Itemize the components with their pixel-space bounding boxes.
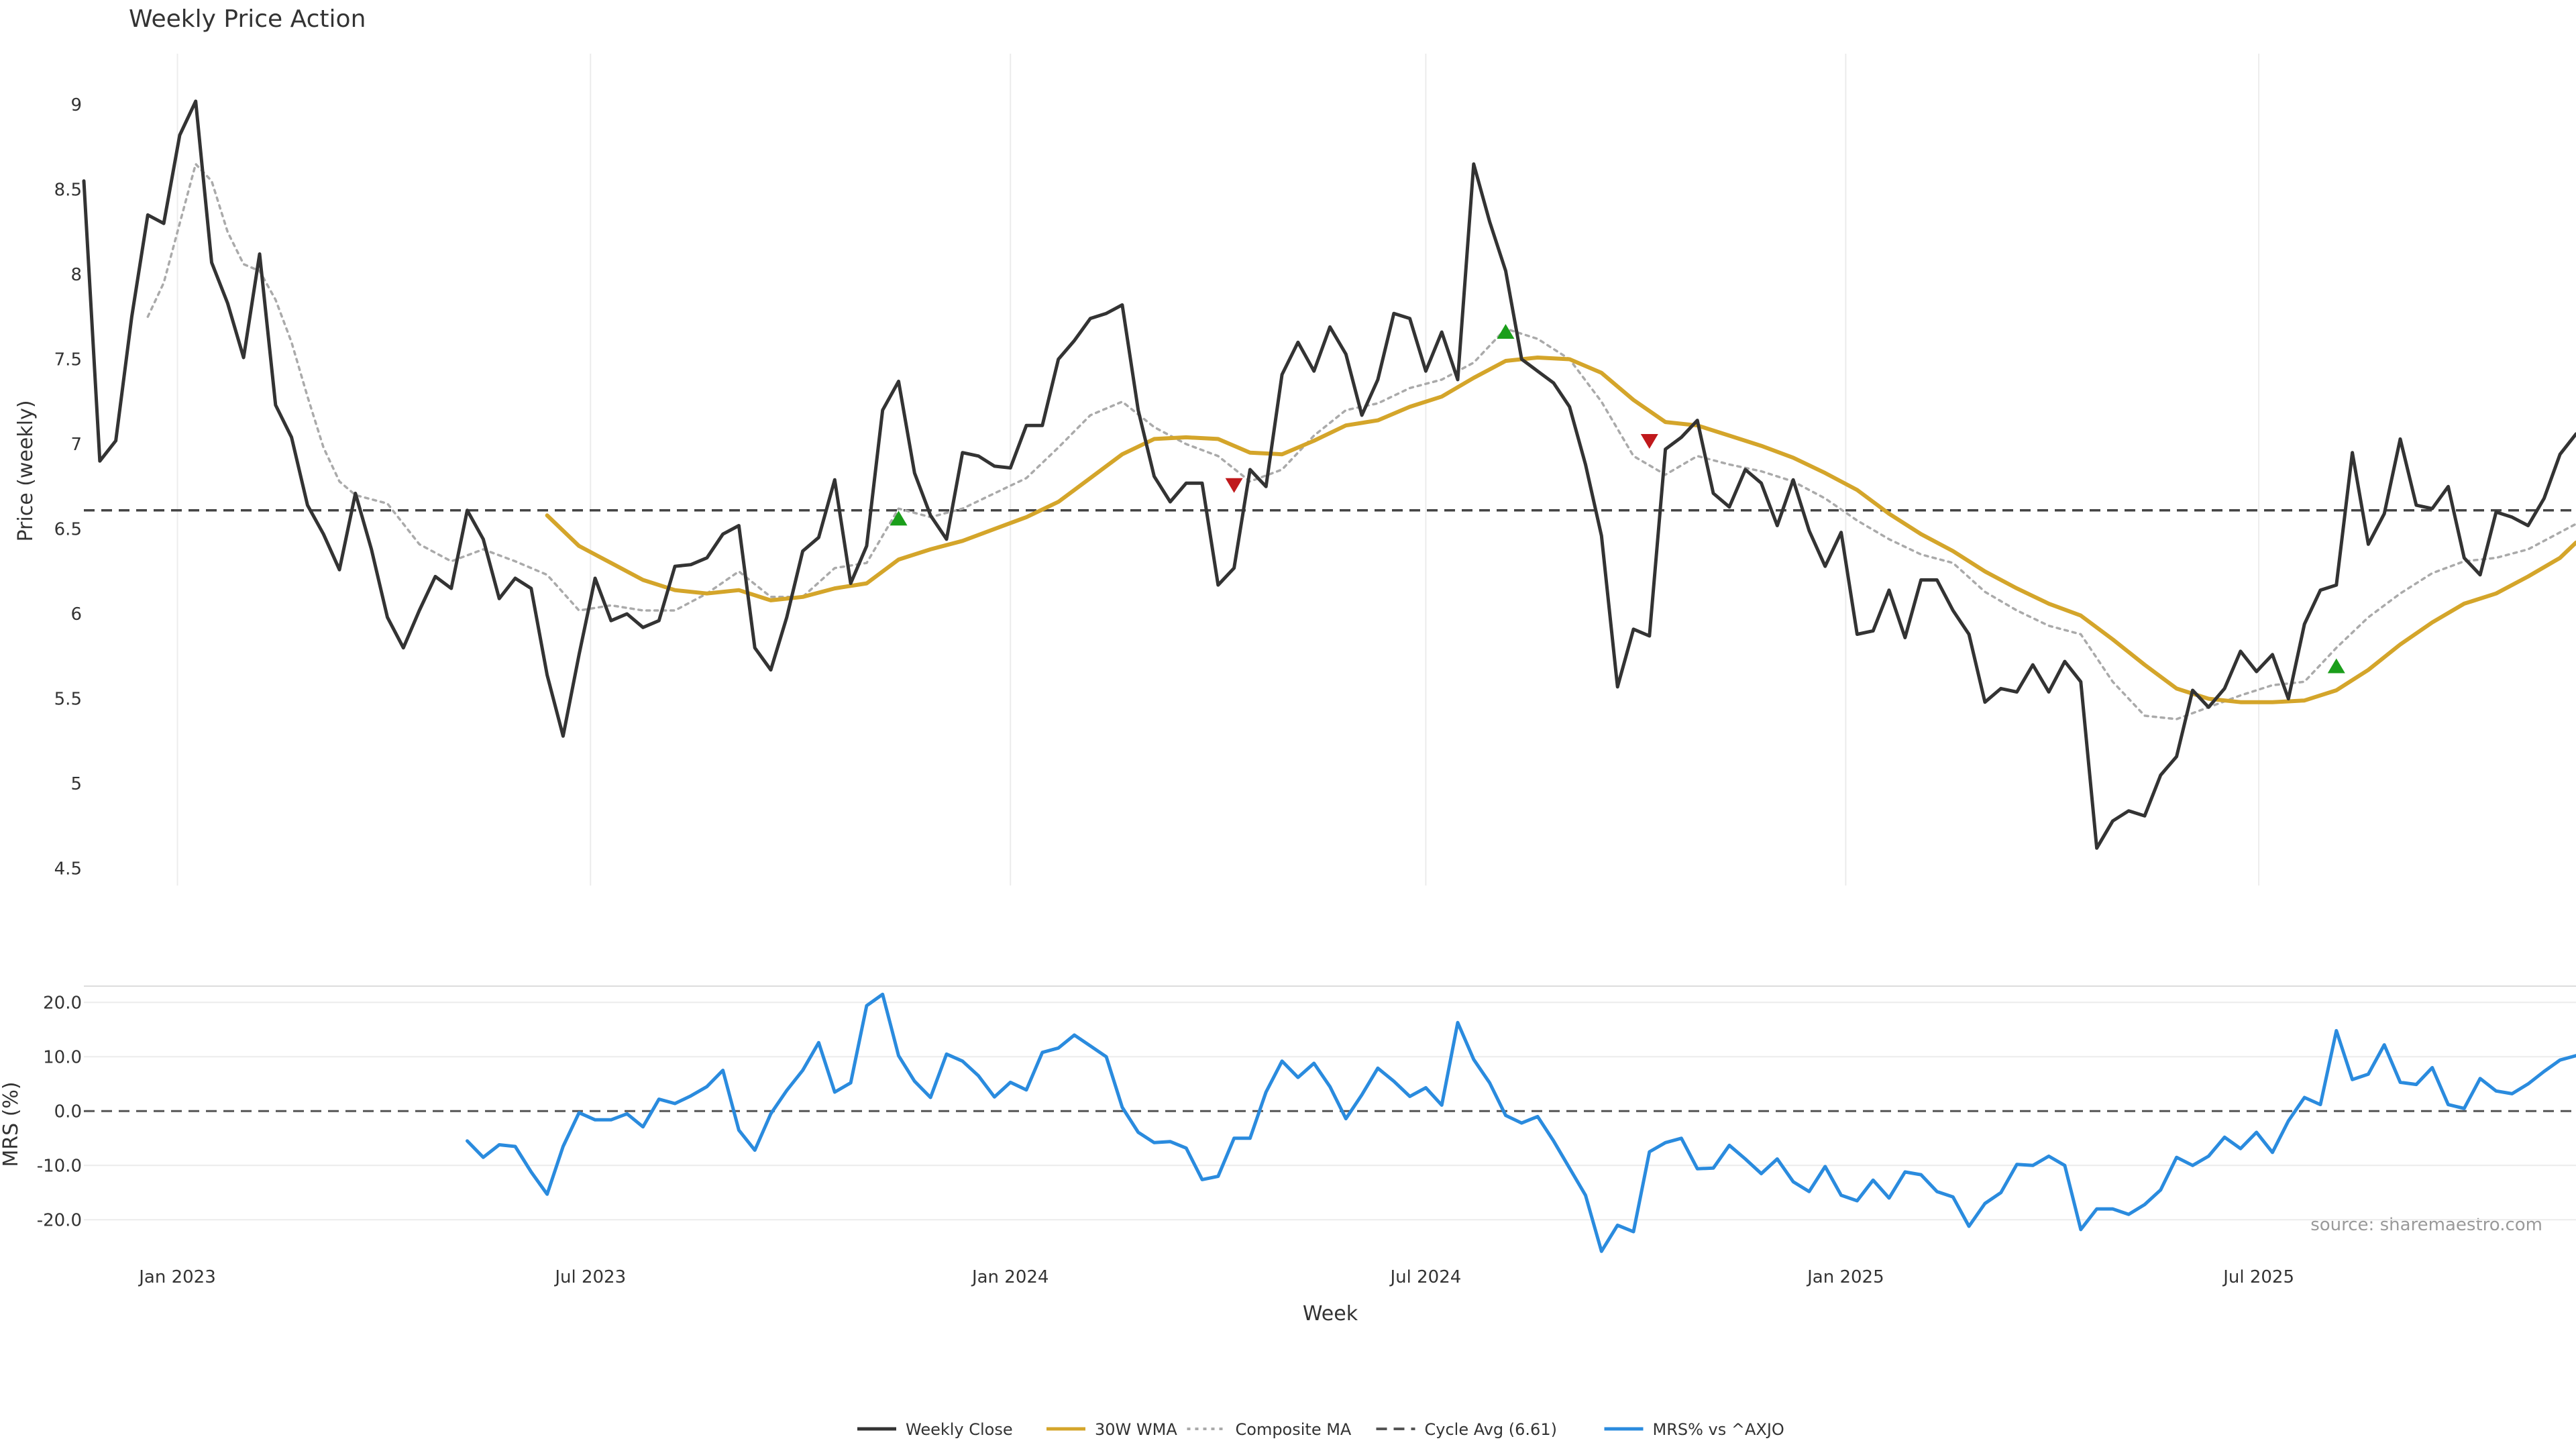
mrs-y-tick-label: -10.0 [37,1156,82,1176]
price-axis-title: Price (weekly) [14,400,38,541]
x-tick-label: Jan 2024 [971,1267,1049,1287]
chart-title: Weekly Price Action [129,5,366,33]
mrs-y-tick-label: 0.0 [54,1102,82,1122]
buy-signal-marker [890,511,908,526]
legend-item-composite-ma: Composite MA [1187,1420,1352,1439]
price-y-tick-label: 9 [70,95,82,115]
mrs-y-tick-label: 10.0 [43,1047,82,1067]
legend-label: 30W WMA [1095,1420,1177,1439]
price-y-tick-label: 8 [70,265,82,285]
series-30w-wma [545,356,2576,704]
legend-item-30w-wma: 30W WMA [1046,1420,1177,1439]
price-panel: 4.5 5 5.5 6 6.5 7 7.5 8 8.5 9 [54,54,2576,885]
x-tick-label: Jan 2025 [1806,1267,1884,1287]
series-mrs-vs-axjo [466,992,2576,1253]
price-y-tick-label: 7.5 [54,350,82,370]
legend-item-mrs-vs-axjo: MRS% vs ^AXJO [1604,1420,1784,1439]
sell-signal-marker [1225,478,1243,493]
legend-label: MRS% vs ^AXJO [1653,1420,1784,1439]
x-tick-label: Jul 2023 [553,1267,626,1287]
mrs-panel: 20.0 10.0 0.0 -10.0 -20.0 Jan 2023 Jul 2023 Jan… [37,985,2576,1287]
price-y-tick-label: 8.5 [54,180,82,200]
mrs-axis-title: MRS (%) [0,1081,23,1167]
mrs-y-tick-label: -20.0 [37,1210,82,1230]
buy-signal-marker [2327,658,2345,674]
price-y-tick-label: 5 [70,774,82,794]
mrs-y-tick-label: 20.0 [43,993,82,1013]
legend-label: Cycle Avg (6.61) [1425,1420,1557,1439]
legend-item-weekly-close: Weekly Close [857,1420,1013,1439]
x-tick-label: Jan 2023 [138,1267,216,1287]
series-weekly-close [82,99,2576,850]
x-axis-title: Week [1303,1302,1358,1326]
price-y-tick-label: 6 [70,604,82,625]
buy-signal-marker [1497,324,1515,339]
price-y-tick-label: 7 [70,435,82,455]
source-note: source: sharemaestro.com [2310,1215,2542,1235]
legend-label: Weekly Close [906,1420,1013,1439]
legend-item-cycle-avg-6-61: Cycle Avg (6.61) [1376,1420,1557,1439]
legend: Weekly Close 30W WMA Composite MA Cycle Avg… [857,1420,1784,1439]
price-y-tick-label: 6.5 [54,520,82,540]
price-y-tick-label: 4.5 [54,859,82,879]
x-tick-label: Jul 2024 [1389,1267,1461,1287]
x-tick-label: Jul 2025 [2222,1267,2294,1287]
series-composite-ma [146,162,2576,720]
price-y-tick-label: 5.5 [54,690,82,710]
sell-signal-marker [1640,433,1658,449]
legend-label: Composite MA [1236,1420,1352,1439]
